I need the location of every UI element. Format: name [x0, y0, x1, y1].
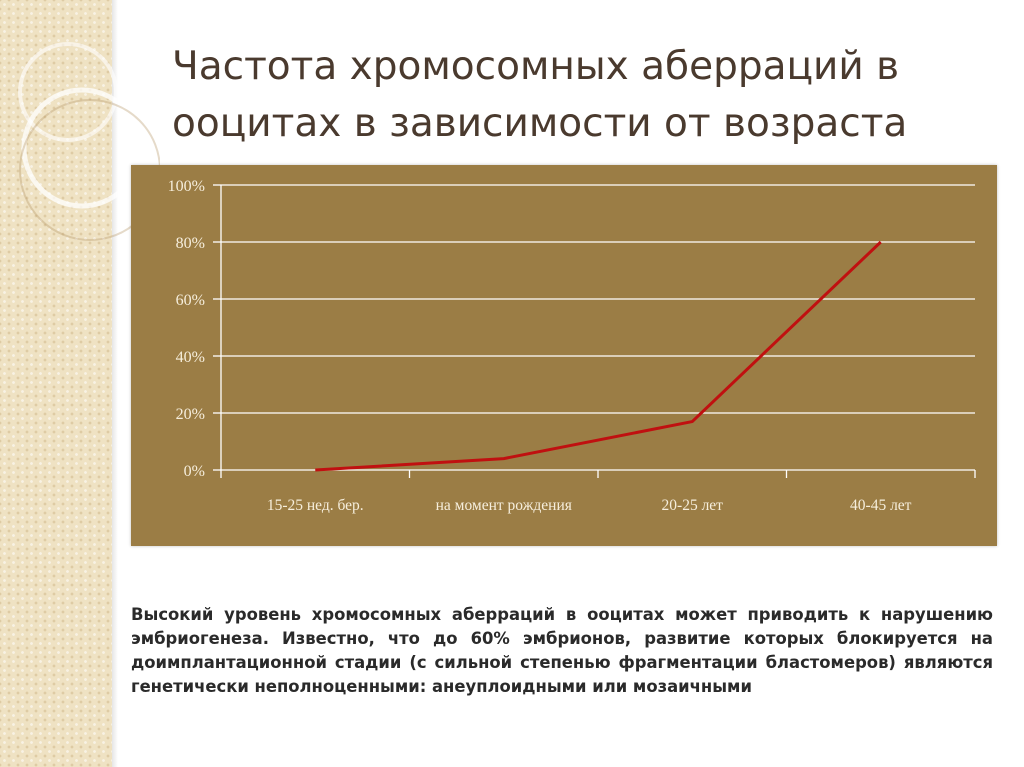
series-line	[315, 240, 882, 472]
chart-frame: 0% 20% 40% 60% 80% 100% 15-25 нед. бер. на мом…	[131, 165, 997, 546]
y-tick-label: 100%	[168, 178, 205, 195]
y-tick-label: 80%	[176, 235, 205, 252]
decorative-ring-large	[21, 87, 143, 209]
x-category-label: 40-45 лет	[850, 497, 912, 514]
gridlines	[213, 184, 976, 478]
slide-title-line-2: ооцитах в зависимости от возраста	[172, 101, 908, 146]
x-axis-category-labels: 15-25 нед. бер. на момент рождения 20-25 л…	[267, 497, 912, 514]
y-tick-label: 40%	[176, 349, 205, 366]
decorative-ring-outer	[19, 99, 160, 241]
decorative-ring-small	[18, 42, 118, 142]
series-layer	[315, 240, 882, 472]
slide-title: Частота хромосомных аберраций в ооцитах …	[172, 38, 972, 152]
y-tick-label: 60%	[176, 292, 205, 309]
description-paragraph: Высокий уровень хромосомных аберраций в …	[131, 605, 993, 696]
x-category-label: 15-25 нед. бер.	[267, 497, 364, 514]
y-tick-label: 0%	[184, 463, 205, 480]
x-category-label: на момент рождения	[436, 497, 572, 514]
x-category-label: 20-25 лет	[662, 497, 724, 514]
slide-title-line-1: Частота хромосомных аберраций в	[172, 44, 900, 89]
line-chart: 0% 20% 40% 60% 80% 100% 15-25 нед. бер. на мом…	[131, 165, 997, 546]
decorative-rings	[18, 42, 160, 241]
y-axis-tick-labels: 0% 20% 40% 60% 80% 100%	[168, 178, 205, 480]
decorative-side-strip	[0, 0, 112, 767]
decorative-strip-shadow	[112, 0, 118, 767]
y-tick-label: 20%	[176, 406, 205, 423]
